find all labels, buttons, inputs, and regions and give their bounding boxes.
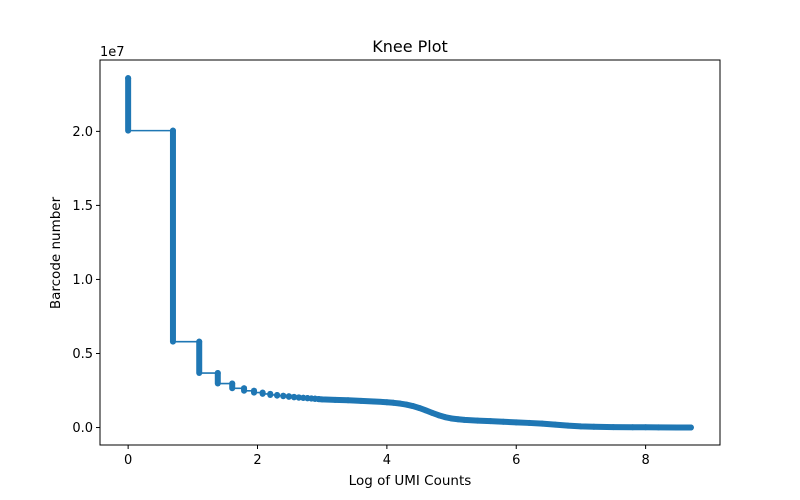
x-axis-label: Log of UMI Counts: [349, 473, 472, 489]
y-axis-label: Barcode number: [48, 196, 64, 309]
y-tick-label: 1.5: [72, 199, 93, 214]
x-tick-label: 0: [124, 453, 132, 468]
series-line: [127, 78, 691, 429]
data-point: [125, 75, 132, 82]
data-point: [196, 338, 203, 345]
data-point: [274, 391, 281, 398]
x-tick-label: 2: [253, 453, 261, 468]
data-point: [229, 380, 236, 387]
x-tick-label: 8: [641, 453, 649, 468]
x-tick-label: 4: [383, 453, 391, 468]
y-tick-label: 2.0: [72, 125, 93, 140]
data-point: [280, 392, 287, 399]
plot-area: [125, 75, 694, 431]
dense-marker-tail: [315, 395, 694, 431]
y-axis-offset-label: 1e7: [100, 45, 125, 60]
y-tick-label: 1.0: [72, 273, 93, 288]
y-tick-label: 0.0: [72, 421, 93, 436]
data-point: [285, 393, 292, 400]
y-axis-ticks: 0.0 0.5 1.0 1.5 2.0: [72, 125, 100, 436]
data-point: [291, 393, 298, 400]
data-point: [259, 389, 266, 396]
chart-title: Knee Plot: [372, 37, 448, 56]
data-point: [267, 390, 274, 397]
data-point: [295, 394, 302, 401]
axes-frame: [99, 59, 721, 446]
data-point: [169, 127, 176, 134]
y-tick-label: 0.5: [72, 347, 93, 362]
x-tick-label: 6: [512, 453, 520, 468]
data-point: [241, 385, 248, 392]
data-point: [214, 370, 221, 377]
data-point: [251, 387, 258, 394]
x-axis-ticks: 0 2 4 6 8: [124, 445, 650, 468]
